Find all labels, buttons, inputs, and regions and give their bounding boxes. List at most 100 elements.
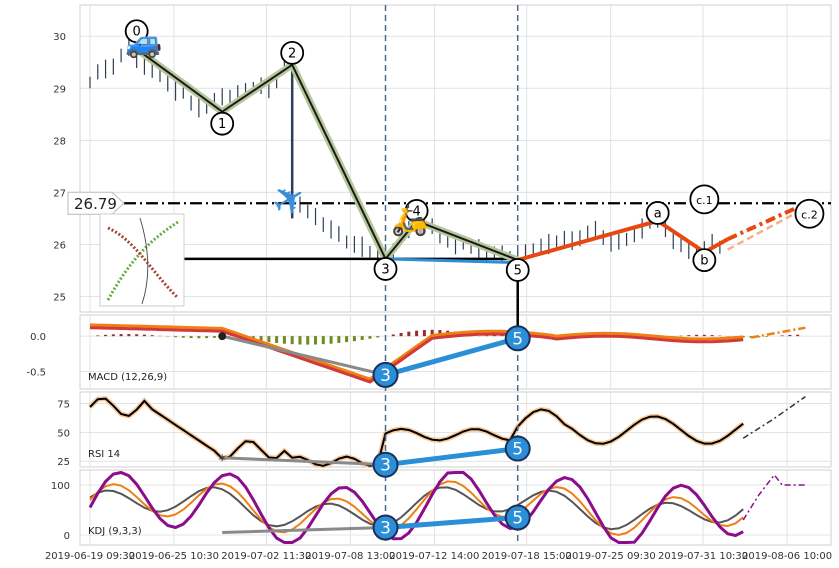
x-tick-label: 2019-07-25 09:30 <box>566 551 656 562</box>
marker-circle <box>504 435 531 462</box>
marker-circle <box>504 504 531 531</box>
wave-label-0: 0 <box>124 19 149 44</box>
rsi-grey-line <box>222 456 386 467</box>
marker-label: 3 <box>380 366 391 386</box>
kdj-divergence-line <box>385 515 518 530</box>
x-tick-label: 2019-07-18 15:00 <box>482 551 572 562</box>
wave-label-5: 5 <box>505 258 530 282</box>
marker-label: 3 <box>380 519 391 539</box>
marker-label: 5 <box>512 509 523 529</box>
kdj-j-line <box>88 470 744 544</box>
x-tick-label: 2019-07-12 14:00 <box>389 551 479 562</box>
reference-label-text: 26.79 <box>74 195 117 213</box>
wave-label-text: 0 <box>133 25 141 40</box>
rsi-marker-3: 3 <box>372 451 399 478</box>
kdj-grey-line <box>222 526 386 534</box>
rsi-y-tick-label: 25 <box>57 457 70 468</box>
forecast-projection-alt <box>727 206 807 251</box>
wave-label-circle <box>692 248 717 273</box>
wave-label-text: c.1 <box>696 194 713 207</box>
price-y-tick-label: 29 <box>53 84 66 95</box>
macd-grey-dot <box>218 332 227 341</box>
wave-label-text: 4 <box>412 204 420 219</box>
wave-label-text: 3 <box>381 262 389 277</box>
wave-label-text: 2 <box>288 46 296 61</box>
wave-label-circle <box>373 257 398 281</box>
x-tick-label: 2019-06-19 09:30 <box>45 551 135 562</box>
macd-label: MACD (12,26,9) <box>88 372 167 383</box>
marker-circle <box>372 451 399 478</box>
wave-label-circle <box>210 111 235 136</box>
rsi-y-tick-label: 75 <box>57 400 70 411</box>
macd-projection <box>750 326 806 339</box>
wave-label-text: 5 <box>514 263 522 278</box>
kdj-k-line <box>89 480 744 537</box>
price-y-tick-label: 28 <box>53 136 66 147</box>
kdj-marker-5: 5 <box>504 504 531 531</box>
wave-label-circle <box>505 258 530 282</box>
wave-label-text: 1 <box>218 117 226 132</box>
rsi-label: RSI 14 <box>88 449 120 460</box>
wave-label-c-1: c.1 <box>689 184 720 215</box>
thumbnail-curve <box>139 217 149 305</box>
macd-panel-frame <box>79 314 832 390</box>
wave-label-text: c.2 <box>801 208 818 221</box>
wave-label-1: 1 <box>210 111 235 136</box>
kdj-y-tick-label: 0 <box>64 531 70 542</box>
car-icon: 🚙 <box>125 25 162 60</box>
kdj-y-tick-label: 100 <box>51 481 70 492</box>
rsi-star-marker: ✶ <box>217 451 227 465</box>
kdj-label: KDJ (9,3,3) <box>88 526 142 537</box>
kdj-marker-3: 3 <box>372 514 399 541</box>
macd-y-tick-label: -0.5 <box>26 367 46 378</box>
wave-label-circle <box>404 199 429 223</box>
rsi-line <box>89 397 744 467</box>
wave-label-text: a <box>654 206 662 221</box>
pattern-thumbnail <box>99 213 185 307</box>
marker-circle <box>504 325 531 352</box>
wave-label-circle <box>794 198 825 229</box>
price-y-tick-label: 25 <box>53 292 66 303</box>
wave-label-text: b <box>700 254 708 269</box>
macd-marker-3: 3 <box>372 361 399 388</box>
wave-label-circle <box>689 184 720 215</box>
x-tick-label: 2019-07-31 10:30 <box>658 551 748 562</box>
wave-label-circle <box>280 40 305 65</box>
wave-label-2: 2 <box>280 40 305 65</box>
wave-path <box>136 48 519 261</box>
x-tick-label: 2019-07-02 11:30 <box>221 551 311 562</box>
macd-marker-5: 5 <box>504 325 531 352</box>
marker-circle <box>372 361 399 388</box>
price-y-tick-label: 30 <box>53 32 66 43</box>
marker-label: 3 <box>380 456 391 476</box>
wave-label-b: b <box>692 248 717 273</box>
wave-label-circle <box>124 19 149 44</box>
kdj-d-line <box>89 486 744 531</box>
forecast-projection <box>726 201 807 241</box>
wave-label-c-2: c.2 <box>794 198 825 229</box>
forecast-path <box>517 218 729 262</box>
macd-divergence-line <box>384 335 519 378</box>
macd-signal-line <box>89 326 744 384</box>
rsi-marker-5: 5 <box>504 435 531 462</box>
wave-label-4: 4 <box>404 199 429 223</box>
x-tick-label: 2019-08-06 10:00 <box>742 551 832 562</box>
kdj-projection <box>742 473 806 521</box>
price-panel-frame <box>79 4 832 313</box>
scooter-icon: 🛵 <box>391 203 428 238</box>
x-tick-label: 2019-07-08 13:00 <box>305 551 395 562</box>
marker-label: 5 <box>512 440 523 460</box>
rsi-y-tick-label: 50 <box>57 428 70 439</box>
thumbnail-curve <box>107 226 180 300</box>
price-y-tick-label: 26 <box>53 240 66 251</box>
price-y-tick-label: 27 <box>53 188 66 199</box>
x-tick-label: 2019-06-25 10:30 <box>129 551 219 562</box>
macd-y-tick-label: 0.0 <box>30 332 46 343</box>
price-divergence-line <box>385 257 518 265</box>
wave-label-a: a <box>645 201 670 225</box>
reference-label-box <box>67 191 125 215</box>
wave-label-3: 3 <box>373 257 398 281</box>
marker-label: 5 <box>512 329 523 349</box>
wave-label-circle <box>645 201 670 225</box>
